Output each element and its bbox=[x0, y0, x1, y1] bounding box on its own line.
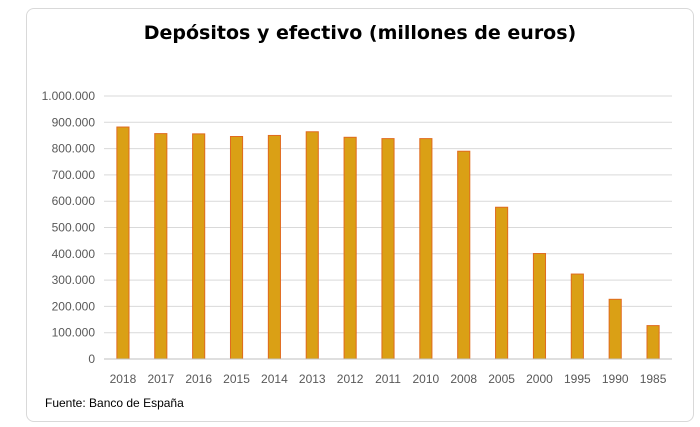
y-tick-label: 100.000 bbox=[52, 326, 96, 340]
y-tick-label: 0 bbox=[88, 352, 95, 366]
y-tick-label: 700.000 bbox=[52, 168, 96, 182]
x-tick-label: 2014 bbox=[261, 372, 288, 386]
bar-2014 bbox=[267, 134, 281, 360]
x-axis-tick-labels: 2018 2017 2016 2015 2014 2013 2012 2011 2010 2008… bbox=[110, 372, 667, 386]
x-tick-label: 2018 bbox=[110, 372, 137, 386]
x-tick-label: 2016 bbox=[185, 372, 212, 386]
y-tick-label: 500.000 bbox=[52, 221, 96, 235]
x-tick-label: 1990 bbox=[602, 372, 629, 386]
bar-2018 bbox=[116, 126, 130, 360]
y-tick-label: 300.000 bbox=[52, 273, 96, 287]
x-tick-label: 2012 bbox=[337, 372, 364, 386]
bar-2008 bbox=[457, 150, 471, 360]
bar-1985 bbox=[646, 325, 660, 360]
x-tick-label: 2008 bbox=[450, 372, 477, 386]
bar-2011 bbox=[381, 138, 395, 360]
y-tick-label: 200.000 bbox=[52, 299, 96, 313]
bars bbox=[116, 126, 660, 360]
y-tick-label: 400.000 bbox=[52, 247, 96, 261]
bar-2015 bbox=[229, 136, 244, 360]
x-tick-label: 2013 bbox=[299, 372, 326, 386]
bar-2016 bbox=[192, 133, 206, 360]
bar-2005 bbox=[495, 206, 509, 360]
x-tick-label: 2010 bbox=[413, 372, 440, 386]
bar-1995 bbox=[570, 273, 584, 360]
bar-2013 bbox=[305, 131, 319, 360]
y-tick-label: 1.000.000 bbox=[42, 89, 96, 103]
y-tick-label: 600.000 bbox=[52, 194, 96, 208]
x-tick-label: 2000 bbox=[526, 372, 553, 386]
x-tick-label: 1995 bbox=[564, 372, 591, 386]
x-tick-label: 2005 bbox=[488, 372, 515, 386]
x-tick-label: 2017 bbox=[147, 372, 174, 386]
bar-2012 bbox=[343, 136, 357, 360]
y-axis-tick-labels: 0 100.000 200.000 300.000 400.000 500.000 600.… bbox=[42, 89, 96, 366]
y-tick-label: 800.000 bbox=[52, 142, 96, 156]
y-tick-label: 900.000 bbox=[52, 115, 96, 129]
x-tick-label: 2015 bbox=[223, 372, 250, 386]
bar-1990 bbox=[608, 298, 622, 360]
x-tick-label: 2011 bbox=[375, 372, 401, 386]
bar-2017 bbox=[154, 133, 168, 360]
source-note: Fuente: Banco de España bbox=[45, 396, 184, 410]
bar-2010 bbox=[419, 138, 433, 360]
x-tick-label: 1985 bbox=[640, 372, 667, 386]
bar-2000 bbox=[532, 253, 547, 360]
chart-title: Depósitos y efectivo (millones de euros) bbox=[143, 22, 577, 44]
